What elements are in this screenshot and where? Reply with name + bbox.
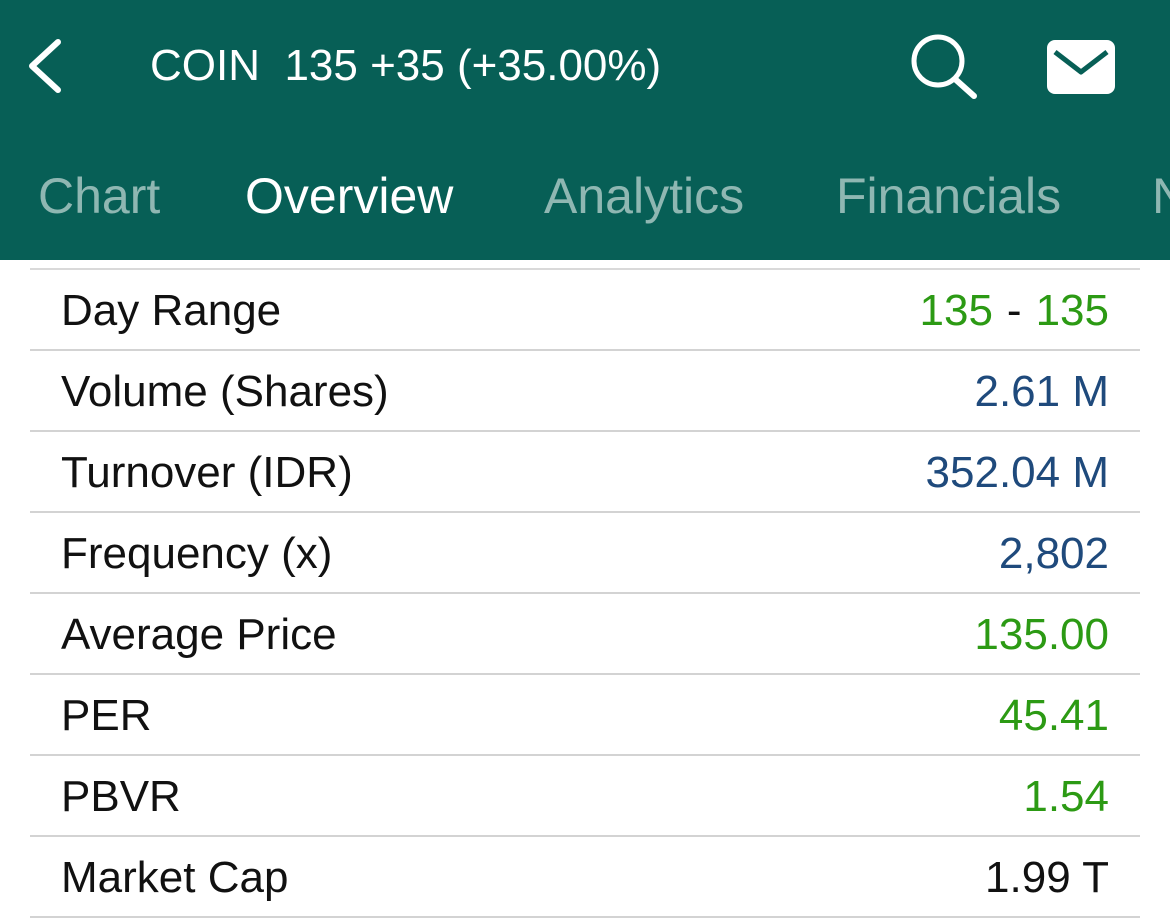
mail-button[interactable] xyxy=(1045,38,1117,96)
volume-row: Volume (Shares) 2.61 M xyxy=(30,351,1140,432)
pbvr-row: PBVR 1.54 xyxy=(30,756,1140,837)
average-price-row: Average Price 135.00 xyxy=(30,594,1140,675)
day-range-low: 135 xyxy=(919,286,993,335)
day-range-high: 135 xyxy=(1035,286,1109,335)
top-bar: COIN 135 +35 (+35.00%) Chart Overview An… xyxy=(0,0,1170,260)
search-icon xyxy=(911,34,977,99)
turnover-row: Turnover (IDR) 352.04 M xyxy=(30,432,1140,513)
stock-title: COIN 135 +35 (+35.00%) xyxy=(150,41,662,90)
pbvr-label: PBVR xyxy=(61,772,181,821)
average-price-value: 135.00 xyxy=(974,610,1109,659)
tab-bar: Chart Overview Analytics Financials N xyxy=(0,150,1170,245)
market-cap-value: 1.99 T xyxy=(985,853,1109,902)
day-range-separator: - xyxy=(1006,286,1022,335)
tab-analytics[interactable]: Analytics xyxy=(544,168,745,224)
mail-icon xyxy=(1047,40,1115,94)
day-range-label: Day Range xyxy=(61,286,282,335)
turnover-label: Turnover (IDR) xyxy=(61,448,353,497)
average-price-label: Average Price xyxy=(61,610,337,659)
back-button[interactable] xyxy=(22,34,72,98)
day-range-row: Day Range 135-135 xyxy=(30,270,1140,351)
market-cap-row: Market Cap 1.99 T xyxy=(30,837,1140,918)
day-range-value: 135-135 xyxy=(920,270,1110,351)
tab-overview[interactable]: Overview xyxy=(245,168,454,224)
frequency-row: Frequency (x) 2,802 xyxy=(30,513,1140,594)
per-label: PER xyxy=(61,691,152,740)
search-button[interactable] xyxy=(908,32,980,102)
per-value: 45.41 xyxy=(998,691,1109,740)
tab-financials[interactable]: Financials xyxy=(836,168,1062,224)
pbvr-value: 1.54 xyxy=(1023,772,1109,821)
overview-stats-table: Day Range 135-135 Volume (Shares) 2.61 M… xyxy=(30,268,1140,918)
market-cap-label: Market Cap xyxy=(61,853,289,902)
chevron-left-icon xyxy=(29,39,61,93)
turnover-value: 352.04 M xyxy=(925,448,1109,497)
volume-label: Volume (Shares) xyxy=(61,367,389,416)
tab-next[interactable]: N xyxy=(1152,166,1170,226)
per-row: PER 45.41 xyxy=(30,675,1140,756)
frequency-label: Frequency (x) xyxy=(61,529,333,578)
tab-chart[interactable]: Chart xyxy=(38,168,161,224)
frequency-value: 2,802 xyxy=(998,529,1109,578)
volume-value: 2.61 M xyxy=(974,367,1109,416)
